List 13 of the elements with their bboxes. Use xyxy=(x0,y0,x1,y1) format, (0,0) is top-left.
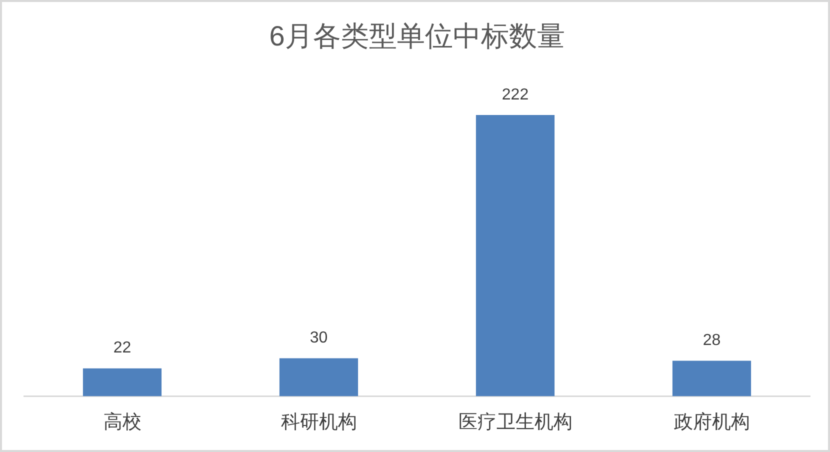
data-label: 28 xyxy=(702,332,721,350)
x-tick-label: 高校 xyxy=(103,410,142,433)
bar xyxy=(279,358,358,396)
data-label: 222 xyxy=(502,86,529,104)
bar xyxy=(82,368,162,396)
bar xyxy=(476,115,555,396)
data-label: 30 xyxy=(310,330,328,347)
x-tick-label: 医疗卫生机构 xyxy=(458,412,572,433)
x-tick-label: 科研机构 xyxy=(280,412,357,433)
x-tick-label: 政府机构 xyxy=(674,410,750,433)
bar xyxy=(672,360,752,396)
data-label: 22 xyxy=(113,340,132,357)
chart-title: 6月各类型单位中标数量 xyxy=(269,20,565,52)
